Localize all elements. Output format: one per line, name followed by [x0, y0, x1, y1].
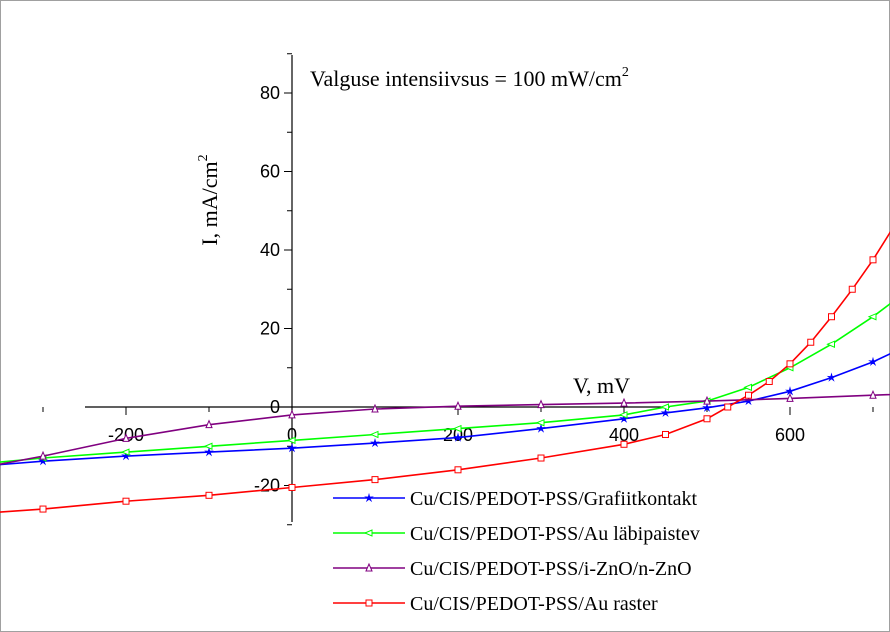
data-point: [869, 389, 877, 399]
data-point: [662, 430, 669, 438]
data-point: [122, 433, 130, 442]
y-tick-label: 20: [260, 319, 280, 339]
data-point: [365, 599, 373, 607]
legend-label: Cu/CIS/PEDOT-PSS/Grafiitkontakt: [410, 488, 698, 510]
legend: Cu/CIS/PEDOT-PSS/Grafiitkontakt Cu/CIS/PE…: [333, 488, 700, 615]
y-tick-label: 0: [270, 397, 280, 417]
y-axis-label-main: I, mA/cm: [197, 161, 222, 245]
y-tick-label: 80: [260, 83, 280, 103]
data-point: [537, 399, 545, 409]
data-point: [204, 446, 214, 457]
data-point: [203, 442, 213, 451]
legend-label: Cu/CIS/PEDOT-PSS/i-ZnO/n-ZnO: [410, 558, 692, 580]
data-point: [122, 497, 130, 505]
series-line: [0, 231, 890, 513]
series-1: [0, 352, 890, 466]
legend-label: Cu/CIS/PEDOT-PSS/Au läbipaistev: [410, 523, 700, 545]
data-point: [703, 395, 711, 405]
legend-item: Cu/CIS/PEDOT-PSS/Au raster: [333, 593, 658, 615]
data-point: [454, 400, 462, 410]
data-point: [702, 402, 712, 412]
data-point: [848, 285, 856, 293]
data-point: [867, 312, 877, 321]
series-layer: [0, 231, 890, 513]
data-point: [786, 393, 794, 402]
data-point: [370, 437, 380, 448]
data-point: [724, 403, 732, 411]
data-point: [869, 256, 877, 264]
data-point: [452, 424, 462, 433]
legend-item: Cu/CIS/PEDOT-PSS/Au läbipaistev: [333, 523, 700, 545]
data-point: [618, 411, 628, 419]
data-point: [828, 313, 835, 321]
data-point: [369, 430, 379, 439]
data-point: [371, 476, 379, 484]
data-point: [454, 466, 462, 474]
data-point: [745, 391, 752, 399]
data-point: [286, 436, 296, 445]
data-point: [660, 407, 671, 418]
data-point: [868, 356, 878, 367]
data-point: [807, 338, 815, 346]
series-4: [0, 231, 890, 513]
y-tick-label: 40: [260, 240, 280, 260]
y-axis-label-sup: 2: [196, 154, 211, 161]
x-tick-label: 400: [609, 425, 639, 445]
data-point: [826, 372, 837, 382]
data-point: [826, 340, 835, 348]
legend-item: Cu/CIS/PEDOT-PSS/Grafiitkontakt: [333, 488, 698, 510]
data-point: [660, 403, 669, 411]
data-point: [786, 360, 794, 368]
series-3: [0, 389, 890, 466]
data-point: [365, 562, 373, 572]
data-point: [363, 529, 373, 537]
data-point: [288, 409, 296, 419]
y-tick-label: -20: [254, 476, 280, 496]
series-line: [0, 352, 890, 466]
y-axis-label: I, mA/cm2: [196, 154, 222, 245]
data-point: [120, 448, 130, 456]
data-point: [453, 432, 463, 442]
legend-item: Cu/CIS/PEDOT-PSS/i-ZnO/n-ZnO: [333, 558, 692, 580]
data-point: [205, 491, 213, 499]
data-point: [39, 450, 47, 460]
data-point: [535, 418, 545, 427]
data-point: [765, 377, 773, 385]
data-point: [785, 386, 795, 396]
chart-title-sup: 2: [622, 65, 629, 80]
data-point: [371, 403, 379, 413]
legend-label: Cu/CIS/PEDOT-PSS/Au raster: [410, 593, 658, 615]
y-tick-label: 60: [260, 162, 280, 182]
data-point: [39, 505, 47, 513]
data-point: [288, 483, 296, 491]
chart-title: Valguse intensiivsus = 100 mW/cm2: [310, 65, 629, 91]
data-point: [703, 415, 711, 423]
chart-title-main: Valguse intensiivsus = 100 mW/cm: [310, 66, 622, 91]
data-point: [743, 383, 752, 392]
data-point: [287, 443, 297, 453]
data-point: [620, 397, 628, 407]
x-tick-label: 0: [287, 425, 297, 445]
x-axis-label: V, mV: [573, 373, 630, 398]
data-point: [536, 423, 546, 433]
data-point: [620, 440, 628, 448]
data-point: [364, 492, 374, 503]
data-point: [205, 419, 213, 429]
x-tick-label: 600: [775, 425, 805, 445]
data-point: [537, 454, 545, 462]
